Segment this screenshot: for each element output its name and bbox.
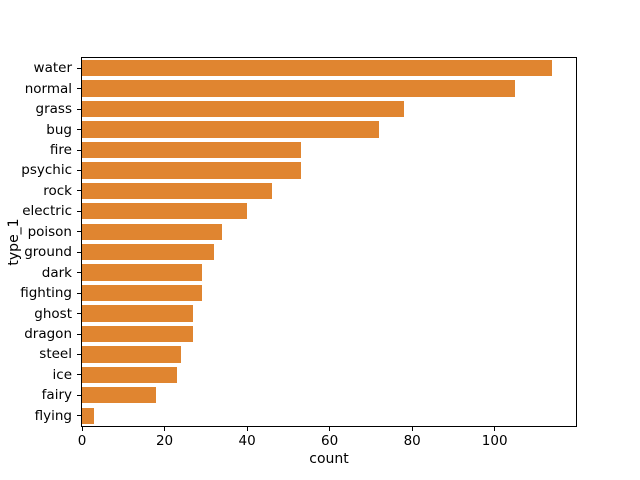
x-tick-mark xyxy=(246,427,248,431)
y-tick-label-flying: flying xyxy=(34,407,72,424)
x-tick-mark xyxy=(411,427,413,431)
y-tick-label-normal: normal xyxy=(24,80,72,97)
y-tick-label-ghost: ghost xyxy=(34,305,72,322)
bar-rock xyxy=(82,182,272,200)
y-tick-label-dragon: dragon xyxy=(24,326,72,342)
x-tick-mark xyxy=(81,427,83,431)
y-tick-mark xyxy=(77,169,81,171)
y-tick-mark xyxy=(77,251,81,253)
bar-dark xyxy=(82,264,202,281)
y-tick-mark xyxy=(77,231,81,233)
bar-grass xyxy=(82,100,404,118)
bar-steel xyxy=(82,346,182,363)
x-tick-label-60: 60 xyxy=(321,433,339,449)
y-tick-mark xyxy=(77,88,81,90)
bar-water xyxy=(82,60,553,77)
x-tick-label-80: 80 xyxy=(403,433,421,449)
bar-poison xyxy=(82,223,223,240)
y-tick-label-fire: fire xyxy=(49,142,72,158)
y-tick-label-fairy: fairy xyxy=(41,387,72,404)
y-tick-label-fighting: fighting xyxy=(20,285,72,302)
bar-dragon xyxy=(82,325,194,343)
y-tick-mark xyxy=(77,313,81,315)
y-tick-label-water: water xyxy=(33,60,72,77)
y-tick-label-poison: poison xyxy=(27,223,72,240)
x-tick-label-40: 40 xyxy=(238,433,256,449)
y-tick-label-ground: ground xyxy=(24,244,72,261)
plot-area xyxy=(81,57,577,427)
y-tick-mark xyxy=(77,210,81,212)
y-tick-mark xyxy=(77,415,81,417)
y-axis-label: type_1 xyxy=(6,218,22,266)
x-tick-label-0: 0 xyxy=(77,433,87,449)
y-tick-mark xyxy=(77,292,81,294)
y-tick-mark xyxy=(77,190,81,192)
y-tick-mark xyxy=(77,374,81,376)
x-axis-label: count xyxy=(309,451,349,467)
y-tick-mark xyxy=(77,394,81,396)
bar-fighting xyxy=(82,284,202,302)
x-tick-mark xyxy=(164,427,166,431)
bar-ground xyxy=(82,244,215,261)
bar-ice xyxy=(82,366,177,384)
y-tick-label-ice: ice xyxy=(52,366,72,383)
y-tick-label-grass: grass xyxy=(35,101,72,118)
x-tick-label-100: 100 xyxy=(481,433,508,449)
y-tick-mark xyxy=(77,108,81,110)
bar-electric xyxy=(82,203,248,220)
bar-ghost xyxy=(82,305,194,322)
y-tick-mark xyxy=(77,149,81,151)
bar-normal xyxy=(82,80,516,97)
bar-fire xyxy=(82,141,301,159)
x-tick-mark xyxy=(329,427,331,431)
bar-fairy xyxy=(82,387,157,404)
y-tick-mark xyxy=(77,67,81,69)
x-tick-label-20: 20 xyxy=(155,433,174,449)
y-tick-mark xyxy=(77,333,81,335)
y-tick-mark xyxy=(77,353,81,355)
y-tick-label-dark: dark xyxy=(41,264,72,281)
y-tick-label-steel: steel xyxy=(39,346,72,363)
y-tick-label-rock: rock xyxy=(43,182,72,199)
y-tick-label-psychic: psychic xyxy=(21,162,72,179)
y-tick-label-bug: bug xyxy=(46,121,72,138)
y-tick-mark xyxy=(77,272,81,274)
x-tick-mark xyxy=(494,427,496,431)
bar-bug xyxy=(82,121,380,138)
bar-flying xyxy=(82,407,95,424)
y-tick-mark xyxy=(77,129,81,131)
y-tick-label-electric: electric xyxy=(22,203,72,220)
bar-psychic xyxy=(82,162,301,179)
